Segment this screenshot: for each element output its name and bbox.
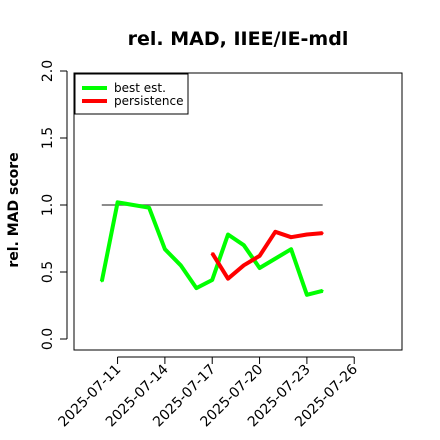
data-point-persistence (227, 277, 229, 280)
data-point-best-est (163, 248, 166, 251)
data-point-persistence (305, 233, 308, 236)
data-point-best-est (179, 264, 182, 267)
data-point-best-est (258, 266, 261, 269)
data-point-persistence (258, 254, 261, 257)
data-point-best-est (242, 244, 245, 247)
series-layer (99, 200, 324, 297)
plot-frame (73, 72, 403, 351)
data-point-best-est (116, 201, 119, 204)
data-point-best-est (227, 233, 229, 236)
legend-label-best-est: best est. (114, 81, 166, 95)
data-point-best-est (132, 204, 135, 206)
y-tick-label: 1.5 (40, 127, 56, 149)
legend: best est. persistence (74, 73, 189, 115)
data-point-best-est (195, 287, 198, 290)
legend-label-persistence: persistence (114, 94, 183, 108)
data-point-persistence (321, 232, 324, 235)
data-point-persistence (211, 252, 214, 255)
data-point-best-est (305, 293, 308, 296)
chart-title: rel. MAD, IIEE/IE-mdl (128, 28, 349, 50)
y-tick-label: 0.0 (40, 328, 56, 350)
data-point-best-est (274, 257, 277, 260)
y-tick-label: 2.0 (40, 60, 56, 82)
x-axis: 2025-07-112025-07-142025-07-172025-07-20… (56, 356, 361, 430)
legend-box (74, 73, 189, 115)
y-tick-label: 0.5 (40, 261, 56, 283)
data-point-best-est (148, 206, 151, 209)
data-point-best-est (321, 289, 324, 292)
series-line-persistence (210, 229, 323, 281)
data-point-persistence (274, 230, 277, 233)
data-point-persistence (290, 236, 293, 239)
data-point-best-est (290, 248, 293, 251)
data-point-persistence (242, 264, 245, 267)
data-point-best-est (100, 280, 103, 283)
y-axis-label: rel. MAD score (6, 152, 22, 267)
y-axis: 0.0 0.5 1.0 1.5 2.0 (40, 60, 68, 350)
data-point-best-est (211, 279, 214, 282)
y-tick-label: 1.0 (40, 194, 56, 216)
